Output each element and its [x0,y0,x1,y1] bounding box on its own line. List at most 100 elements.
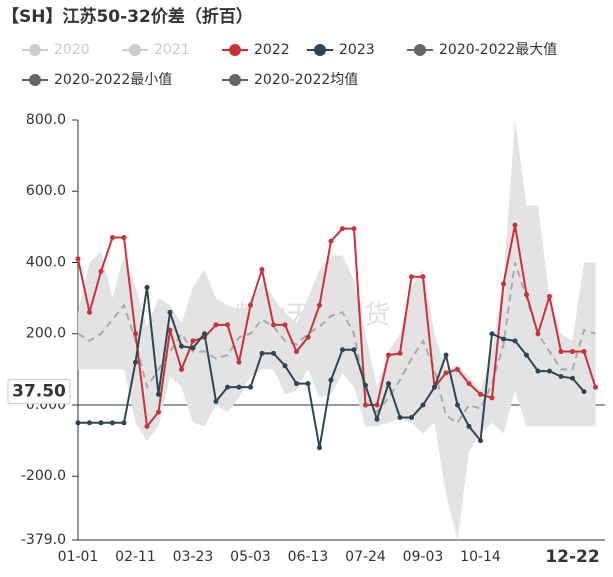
legend-marker [29,44,41,56]
point [524,352,529,358]
point [248,384,253,390]
point [478,438,483,444]
point [374,416,380,422]
point [121,420,127,426]
point [87,420,92,426]
x-tick-label: 12-22 [545,547,599,567]
point [202,331,207,337]
point [225,384,230,390]
y-tick-label: -379.0 [21,532,66,548]
point [133,331,138,337]
point [351,347,357,353]
legend-marker [29,74,41,86]
point [489,395,495,401]
point [236,359,242,365]
point [409,274,414,280]
point [167,327,173,333]
point [259,267,265,273]
point [524,292,529,298]
series-line [77,224,597,429]
point [282,363,288,369]
legend-label: 2020-2022最小值 [54,72,172,88]
point [374,402,380,408]
point [259,350,265,356]
point [190,345,196,351]
point [179,366,184,372]
legend-label: 2021 [154,42,190,58]
point [144,284,150,290]
point [455,402,460,408]
point [340,226,345,232]
point [340,347,345,353]
x-tick-label: 06-13 [288,549,329,565]
point [581,349,587,355]
point [547,293,552,299]
point [305,381,311,387]
point [282,322,288,328]
x-tick-label: 09-03 [403,549,444,565]
point [581,389,587,395]
point [351,226,357,232]
x-tick-label: 10-14 [460,549,501,565]
point [213,398,219,404]
current-label: 37.50 [12,382,66,402]
legend-label: 2023 [339,42,375,58]
x-tick-label: 01-01 [58,549,99,565]
point [190,338,196,344]
point [397,414,403,420]
point [305,334,311,340]
point [363,382,368,388]
point [535,331,541,337]
point [466,381,472,387]
point [75,420,81,426]
range-band [78,120,596,540]
chart-title: 【SH】江苏50-32价差（折百） [2,6,253,27]
legend-marker [229,44,241,56]
point [443,370,449,376]
point [397,350,403,356]
point [294,381,299,387]
point [489,331,495,337]
point [248,302,253,308]
legend-label: 2020-2022均值 [254,72,358,88]
point [558,349,564,355]
point [156,409,161,415]
point [420,274,426,280]
point [512,222,518,228]
legend-label: 2020-2022最大值 [439,42,557,58]
point [294,349,299,355]
y-tick-label: 200.0 [26,326,66,342]
point [121,235,127,241]
y-tick-label: 800.0 [26,112,66,128]
point [225,322,230,328]
legend-label: 2020 [54,42,90,58]
legend-marker [129,44,141,56]
current-label-box [7,379,71,405]
point [501,281,506,287]
point [466,423,472,429]
point [98,268,104,274]
point [432,384,437,390]
legend-label: 2022 [254,42,290,58]
x-tick-label: 02-11 [115,549,156,565]
legend-marker [229,74,241,86]
point [271,322,276,328]
point [420,402,426,408]
point [98,420,104,426]
point [87,309,92,315]
point [110,235,115,241]
point [75,256,81,262]
point [409,414,414,420]
point [328,377,334,383]
point [317,302,322,308]
point [144,423,150,429]
point [593,384,598,390]
x-tick-label: 05-03 [230,549,271,565]
point [133,359,138,365]
point [167,309,173,315]
point [271,350,276,356]
x-tick-label: 07-24 [345,549,386,565]
legend-marker [314,44,326,56]
point [317,445,322,451]
